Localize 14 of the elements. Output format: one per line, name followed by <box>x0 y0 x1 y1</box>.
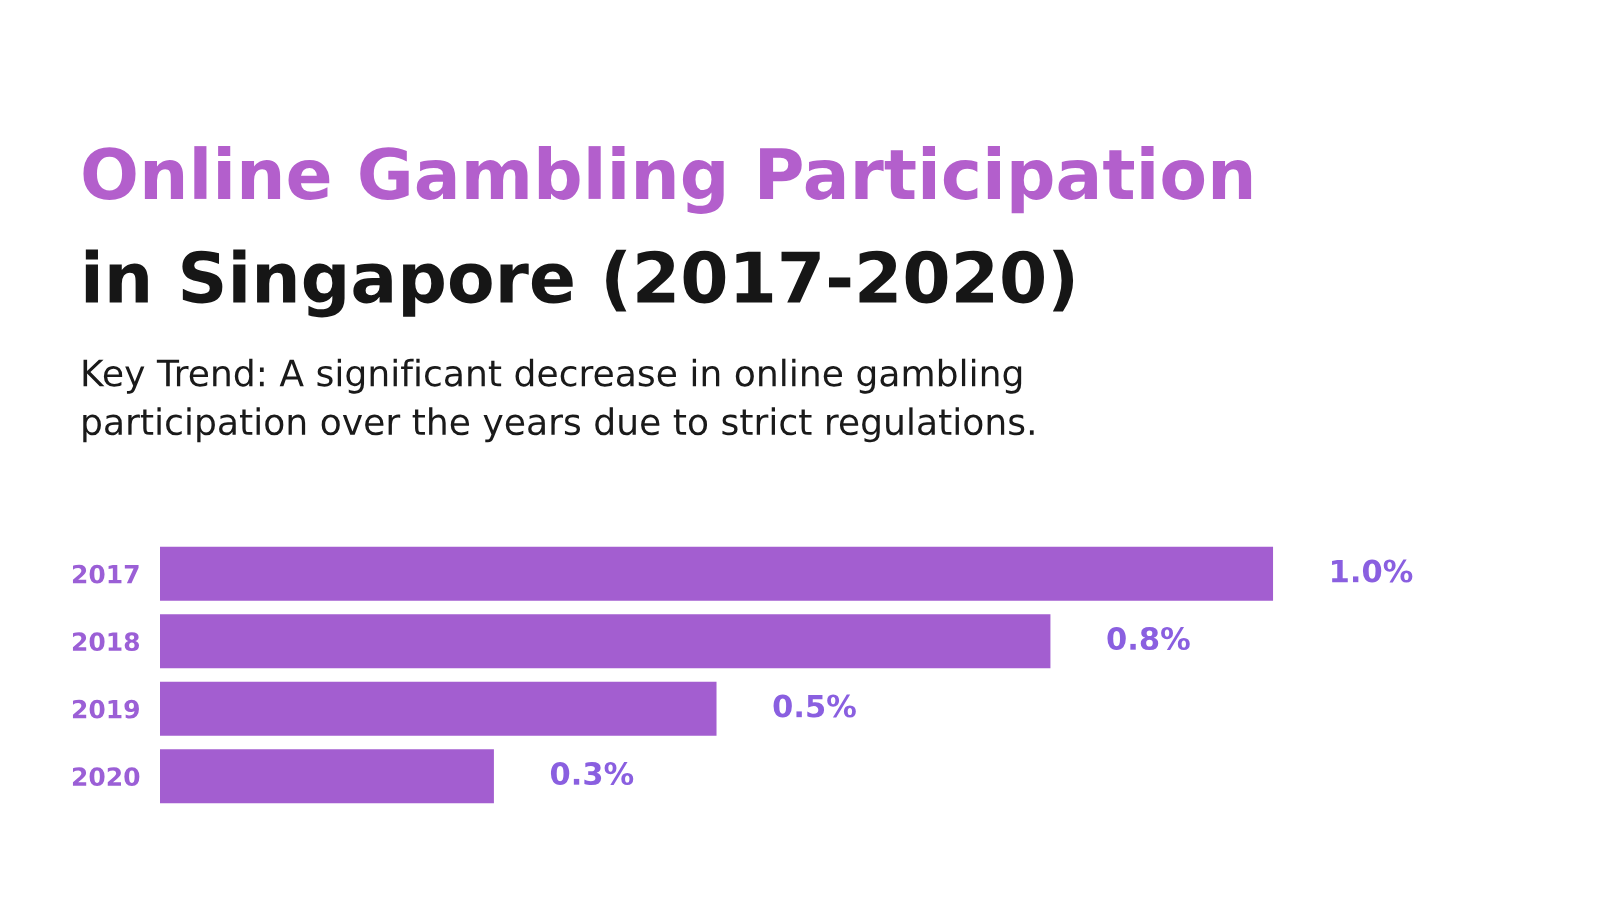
y-tick-label: 2019 <box>72 699 139 719</box>
y-tick-label: 2018 <box>72 632 140 652</box>
bar <box>160 614 1051 669</box>
data-label: 0.8% <box>1107 627 1190 651</box>
data-label: 1.0% <box>1332 559 1413 583</box>
chart-subtitle: Key Trend: A significant decrease in online gambling participation over the years due to strict regulations. <box>83 358 1034 443</box>
y-tick-label: 2020 <box>72 767 140 787</box>
data-label: 0.5% <box>773 694 856 718</box>
bar <box>160 681 717 736</box>
y-tick-label: 2017 <box>72 564 139 584</box>
bar <box>160 546 1274 601</box>
data-label: 0.3% <box>550 762 634 786</box>
chart-title: Online Gambling Participation in Singapore (2017-2020) <box>83 146 1252 318</box>
bar <box>160 749 494 804</box>
